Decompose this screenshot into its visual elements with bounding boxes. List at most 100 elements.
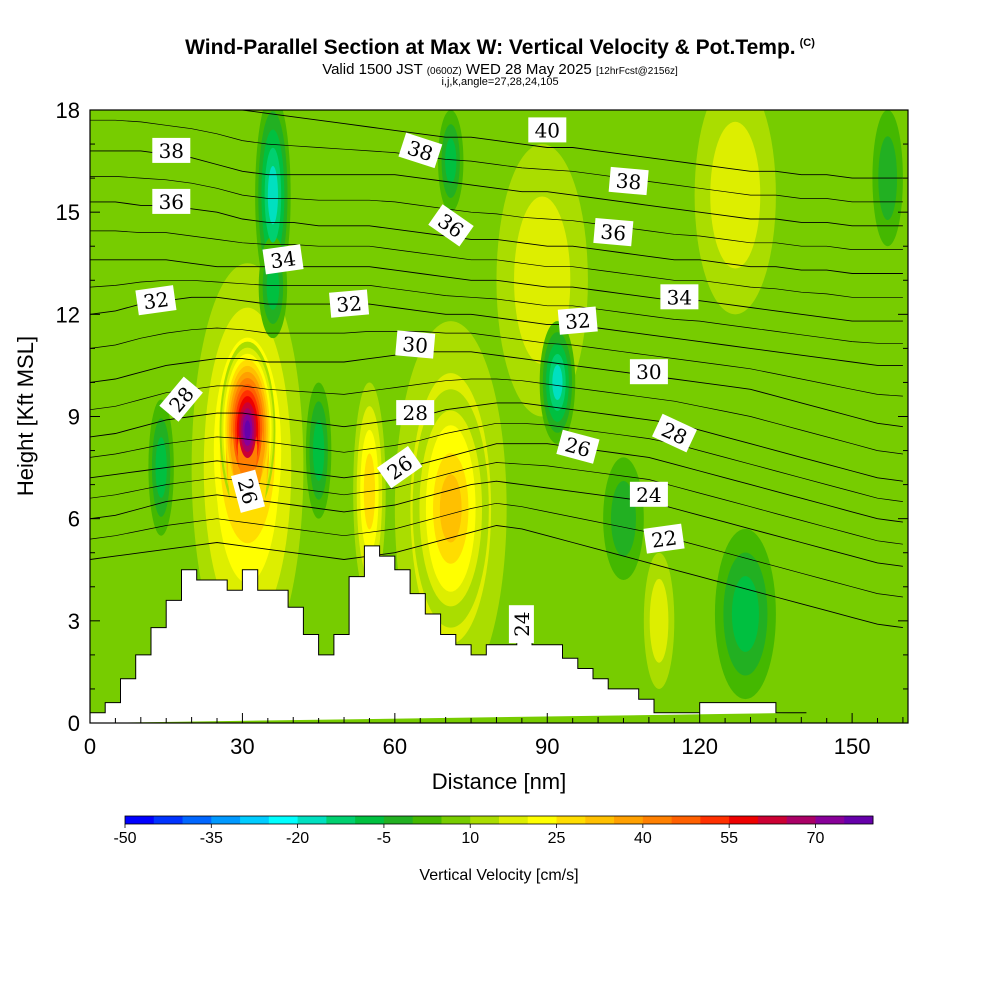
contour-label-box (557, 306, 598, 335)
isentrope-29 (90, 378, 903, 455)
contour-label-box (593, 217, 634, 247)
terrain (90, 545, 807, 723)
colorbar-swatch (556, 816, 586, 824)
colorbar-swatch (297, 816, 327, 824)
y-tick-label: 3 (68, 609, 80, 634)
colorbar-swatch (326, 816, 356, 824)
contour-label-box (329, 289, 370, 318)
chart-title-text: Wind-Parallel Section at Max W: Vertical… (185, 36, 796, 59)
colorbar-title: Vertical Velocity [cm/s] (419, 867, 578, 884)
isentrope-30 (90, 351, 903, 428)
y-tick-label: 12 (56, 302, 80, 327)
colorbar-swatch (729, 816, 759, 824)
colorbar-swatch (470, 816, 500, 824)
velocity-cell-contour (552, 364, 563, 400)
contour-label-text: 28 (402, 401, 427, 425)
isentrope-22 (90, 525, 903, 629)
forecast-info: [12hrFcst@2156z] (595, 66, 678, 77)
x-tick-label: 90 (535, 734, 559, 759)
y-tick-label: 6 (68, 507, 80, 532)
colorbar-label: -20 (286, 830, 309, 847)
contour-label-box (508, 605, 534, 644)
velocity-cell-contour (312, 420, 325, 481)
contour-label-24: 24 (629, 481, 668, 507)
colorbar: -50 -35 -20 -5 10 25 40 55 70 (113, 815, 874, 847)
contour-label-box (398, 132, 443, 169)
x-tick-label: 60 (383, 734, 407, 759)
colorbar-swatch (815, 816, 845, 824)
contour-label-box (629, 481, 668, 507)
colorbar-swatch (614, 816, 644, 824)
isentrope-36 (90, 201, 903, 274)
contour-label-36: 36 (593, 217, 634, 247)
velocity-cell-contour (731, 576, 759, 652)
colorbar-swatch (240, 816, 270, 824)
terrain-profile (90, 545, 807, 723)
isentrope-32 (90, 296, 903, 366)
contour-label-box (135, 285, 177, 316)
y-tick-label: 9 (68, 405, 80, 430)
contour-label-box (396, 400, 435, 426)
colorbar-swatch (700, 816, 730, 824)
contour-label-text: 24 (636, 483, 661, 507)
contour-label-box (428, 204, 474, 247)
contour-label-text: 36 (600, 220, 627, 246)
isentrope-38 (90, 150, 903, 227)
contour-label-text: 40 (535, 118, 560, 142)
isentrope-26 (90, 443, 903, 523)
contour-label-box (395, 330, 436, 359)
isentrope-39 (90, 119, 903, 203)
contour-label-box (152, 188, 191, 214)
contour-label-box (528, 117, 567, 143)
contour-label-text: 32 (142, 287, 171, 314)
contour-label-32: 32 (135, 285, 177, 316)
contour-label-40: 40 (528, 117, 567, 143)
contour-label-text: 34 (667, 285, 692, 309)
isentrope-33 (90, 279, 903, 344)
contour-label-30: 30 (395, 330, 436, 359)
colorbar-swatch (383, 816, 414, 824)
contour-label-text: 36 (159, 190, 184, 214)
valid-time-utc: (0600Z) (426, 66, 462, 77)
colorbar-swatch (671, 816, 701, 824)
chart-subtitle: Valid 1500 JST (0600Z) WED 28 May 2025 [… (0, 61, 1000, 78)
velocity-cell-contour (267, 165, 278, 225)
isentrope-35 (90, 230, 903, 298)
colorbar-label: 55 (720, 830, 738, 847)
contour-label-34: 34 (660, 284, 699, 310)
chart-title: Wind-Parallel Section at Max W: Vertical… (0, 36, 1000, 60)
colorbar-swatch (211, 816, 241, 824)
contour-label-box (152, 137, 191, 163)
y-tick-label: 15 (56, 200, 80, 225)
colorbar-label: 25 (548, 830, 566, 847)
velocity-cell-contour (649, 578, 669, 663)
colorbar-swatch (125, 816, 155, 824)
contour-label-32: 32 (557, 306, 598, 335)
colorbar-label: -35 (200, 830, 223, 847)
contour-label-box (376, 446, 423, 489)
contour-label-box (608, 166, 649, 196)
velocity-cell-contour (266, 264, 280, 310)
isentrope-40 (240, 110, 903, 179)
isentrope-25 (90, 462, 903, 545)
colorbar-swatch (499, 816, 529, 824)
contour-label-box (660, 284, 699, 310)
isentrope-27 (90, 422, 903, 502)
valid-time: Valid 1500 JST (322, 61, 427, 78)
contour-label-box (643, 523, 685, 554)
contour-label-text: 38 (615, 168, 642, 194)
contour-label-text: 30 (636, 360, 661, 384)
contour-label-30: 30 (629, 359, 668, 385)
y-tick-label: 18 (56, 98, 80, 123)
x-axis-title: Distance [nm] (432, 769, 567, 794)
x-tick-label: 0 (84, 734, 96, 759)
chart-title-unit: (C) (799, 37, 815, 49)
colorbar-label: 10 (461, 830, 479, 847)
isentrope-31 (90, 327, 903, 397)
colorbar-label: 70 (807, 830, 825, 847)
title-block: Wind-Parallel Section at Max W: Vertical… (0, 0, 1000, 100)
colorbar-label: -50 (113, 830, 136, 847)
